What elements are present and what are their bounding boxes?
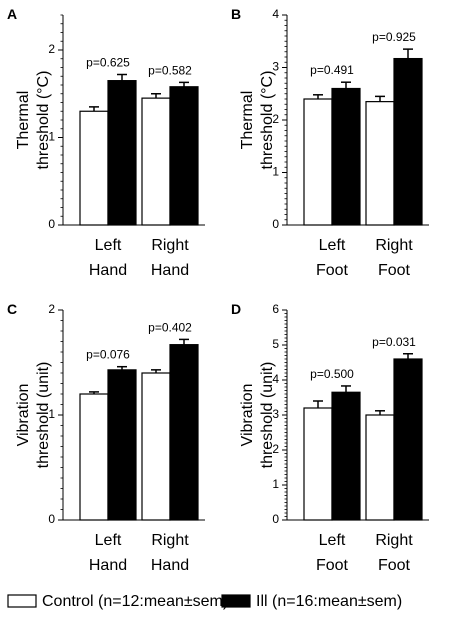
y-axis-label: Thermal bbox=[15, 91, 32, 150]
panel-d: D Vibration threshold (unit) 0 1 2 3 4 5 6 p=0.500… bbox=[231, 301, 429, 574]
y-tick-label: 2 bbox=[48, 42, 55, 56]
y-axis-label: threshold (unit) bbox=[35, 362, 52, 469]
panel-letter: B bbox=[231, 6, 241, 22]
legend-swatch-control bbox=[7, 594, 37, 608]
category-label: Hand bbox=[89, 262, 127, 279]
bar-control bbox=[365, 101, 395, 226]
y-tick-label: 1 bbox=[48, 130, 55, 144]
category-label: Foot bbox=[378, 262, 411, 279]
category-label: Foot bbox=[378, 557, 411, 574]
category-label: Hand bbox=[151, 262, 189, 279]
p-value-label: p=0.625 bbox=[86, 56, 130, 70]
panel-letter: C bbox=[7, 301, 17, 317]
p-value-label: p=0.925 bbox=[372, 30, 416, 44]
y-tick-label: 4 bbox=[272, 7, 279, 21]
y-tick-label: 1 bbox=[272, 165, 279, 179]
y-axis-label: Vibration bbox=[15, 384, 32, 447]
y-tick-label: 0 bbox=[272, 512, 279, 526]
bar-ill bbox=[331, 391, 361, 521]
y-tick-label: 5 bbox=[272, 337, 279, 351]
bar-ill bbox=[393, 57, 423, 226]
y-tick-label: 0 bbox=[272, 217, 279, 231]
category-label: Foot bbox=[316, 262, 349, 279]
p-value-label: p=0.402 bbox=[148, 320, 192, 334]
category-label: Foot bbox=[316, 557, 349, 574]
bar-ill bbox=[393, 358, 423, 521]
bar-control bbox=[141, 372, 171, 521]
category-label: Left bbox=[95, 237, 122, 254]
panel-letter: A bbox=[7, 6, 17, 22]
bar-control bbox=[365, 414, 395, 521]
y-tick-label: 2 bbox=[272, 112, 279, 126]
category-label: Right bbox=[151, 532, 189, 549]
y-axis-label: threshold (°C) bbox=[259, 71, 276, 170]
y-axis-label: threshold (°C) bbox=[35, 71, 52, 170]
category-label: Left bbox=[319, 237, 346, 254]
legend-label-control: Control (n=12:mean±sem) bbox=[42, 593, 228, 610]
category-label: Left bbox=[319, 532, 346, 549]
p-value-label: p=0.500 bbox=[310, 367, 354, 381]
panel-b: B Thermal threshold (°C) 0 1 2 3 4 p=0.491 Left Fo… bbox=[231, 6, 429, 279]
p-value-label: p=0.582 bbox=[148, 63, 192, 77]
category-label: Left bbox=[95, 532, 122, 549]
bar-ill bbox=[331, 87, 361, 226]
category-label: Right bbox=[375, 532, 413, 549]
category-label: Right bbox=[151, 237, 189, 254]
bar-control bbox=[79, 110, 109, 226]
y-axis-label: Vibration bbox=[239, 384, 256, 447]
y-tick-label: 6 bbox=[272, 302, 279, 316]
y-tick-label: 0 bbox=[48, 217, 55, 231]
bar-ill bbox=[169, 344, 199, 521]
bar-control bbox=[79, 393, 109, 521]
p-value-label: p=0.491 bbox=[310, 63, 354, 77]
y-axis-label: threshold (unit) bbox=[259, 362, 276, 469]
bar-control bbox=[303, 407, 333, 521]
bar-ill bbox=[169, 86, 199, 226]
y-tick-label: 3 bbox=[272, 407, 279, 421]
y-tick-label: 0 bbox=[48, 512, 55, 526]
category-label: Hand bbox=[151, 557, 189, 574]
p-value-label: p=0.031 bbox=[372, 335, 416, 349]
panel-c: C Vibration threshold (unit) 0 1 2 p=0.076 Left… bbox=[7, 301, 205, 574]
y-tick-label: 4 bbox=[272, 372, 279, 386]
y-axis-label: Thermal bbox=[239, 91, 256, 150]
bar-control bbox=[141, 97, 171, 226]
legend-swatch-ill bbox=[221, 594, 251, 608]
y-tick-label: 1 bbox=[272, 477, 279, 491]
panel-letter: D bbox=[231, 301, 241, 317]
category-label: Hand bbox=[89, 557, 127, 574]
legend-label-ill: Ill (n=16:mean±sem) bbox=[256, 593, 402, 610]
legend: Control (n=12:mean±sem) Ill (n=16:mean±se… bbox=[7, 593, 402, 610]
p-value-label: p=0.076 bbox=[86, 348, 130, 362]
panel-a: A Thermal threshold (°C) 0 1 2 p=0.625 Left Hand… bbox=[7, 6, 205, 279]
y-tick-label: 2 bbox=[272, 442, 279, 456]
y-tick-label: 3 bbox=[272, 60, 279, 74]
bar-ill bbox=[107, 80, 137, 226]
y-tick-label: 2 bbox=[48, 302, 55, 316]
category-label: Right bbox=[375, 237, 413, 254]
bar-ill bbox=[107, 369, 137, 521]
y-tick-label: 1 bbox=[48, 407, 55, 421]
bar-control bbox=[303, 98, 333, 226]
